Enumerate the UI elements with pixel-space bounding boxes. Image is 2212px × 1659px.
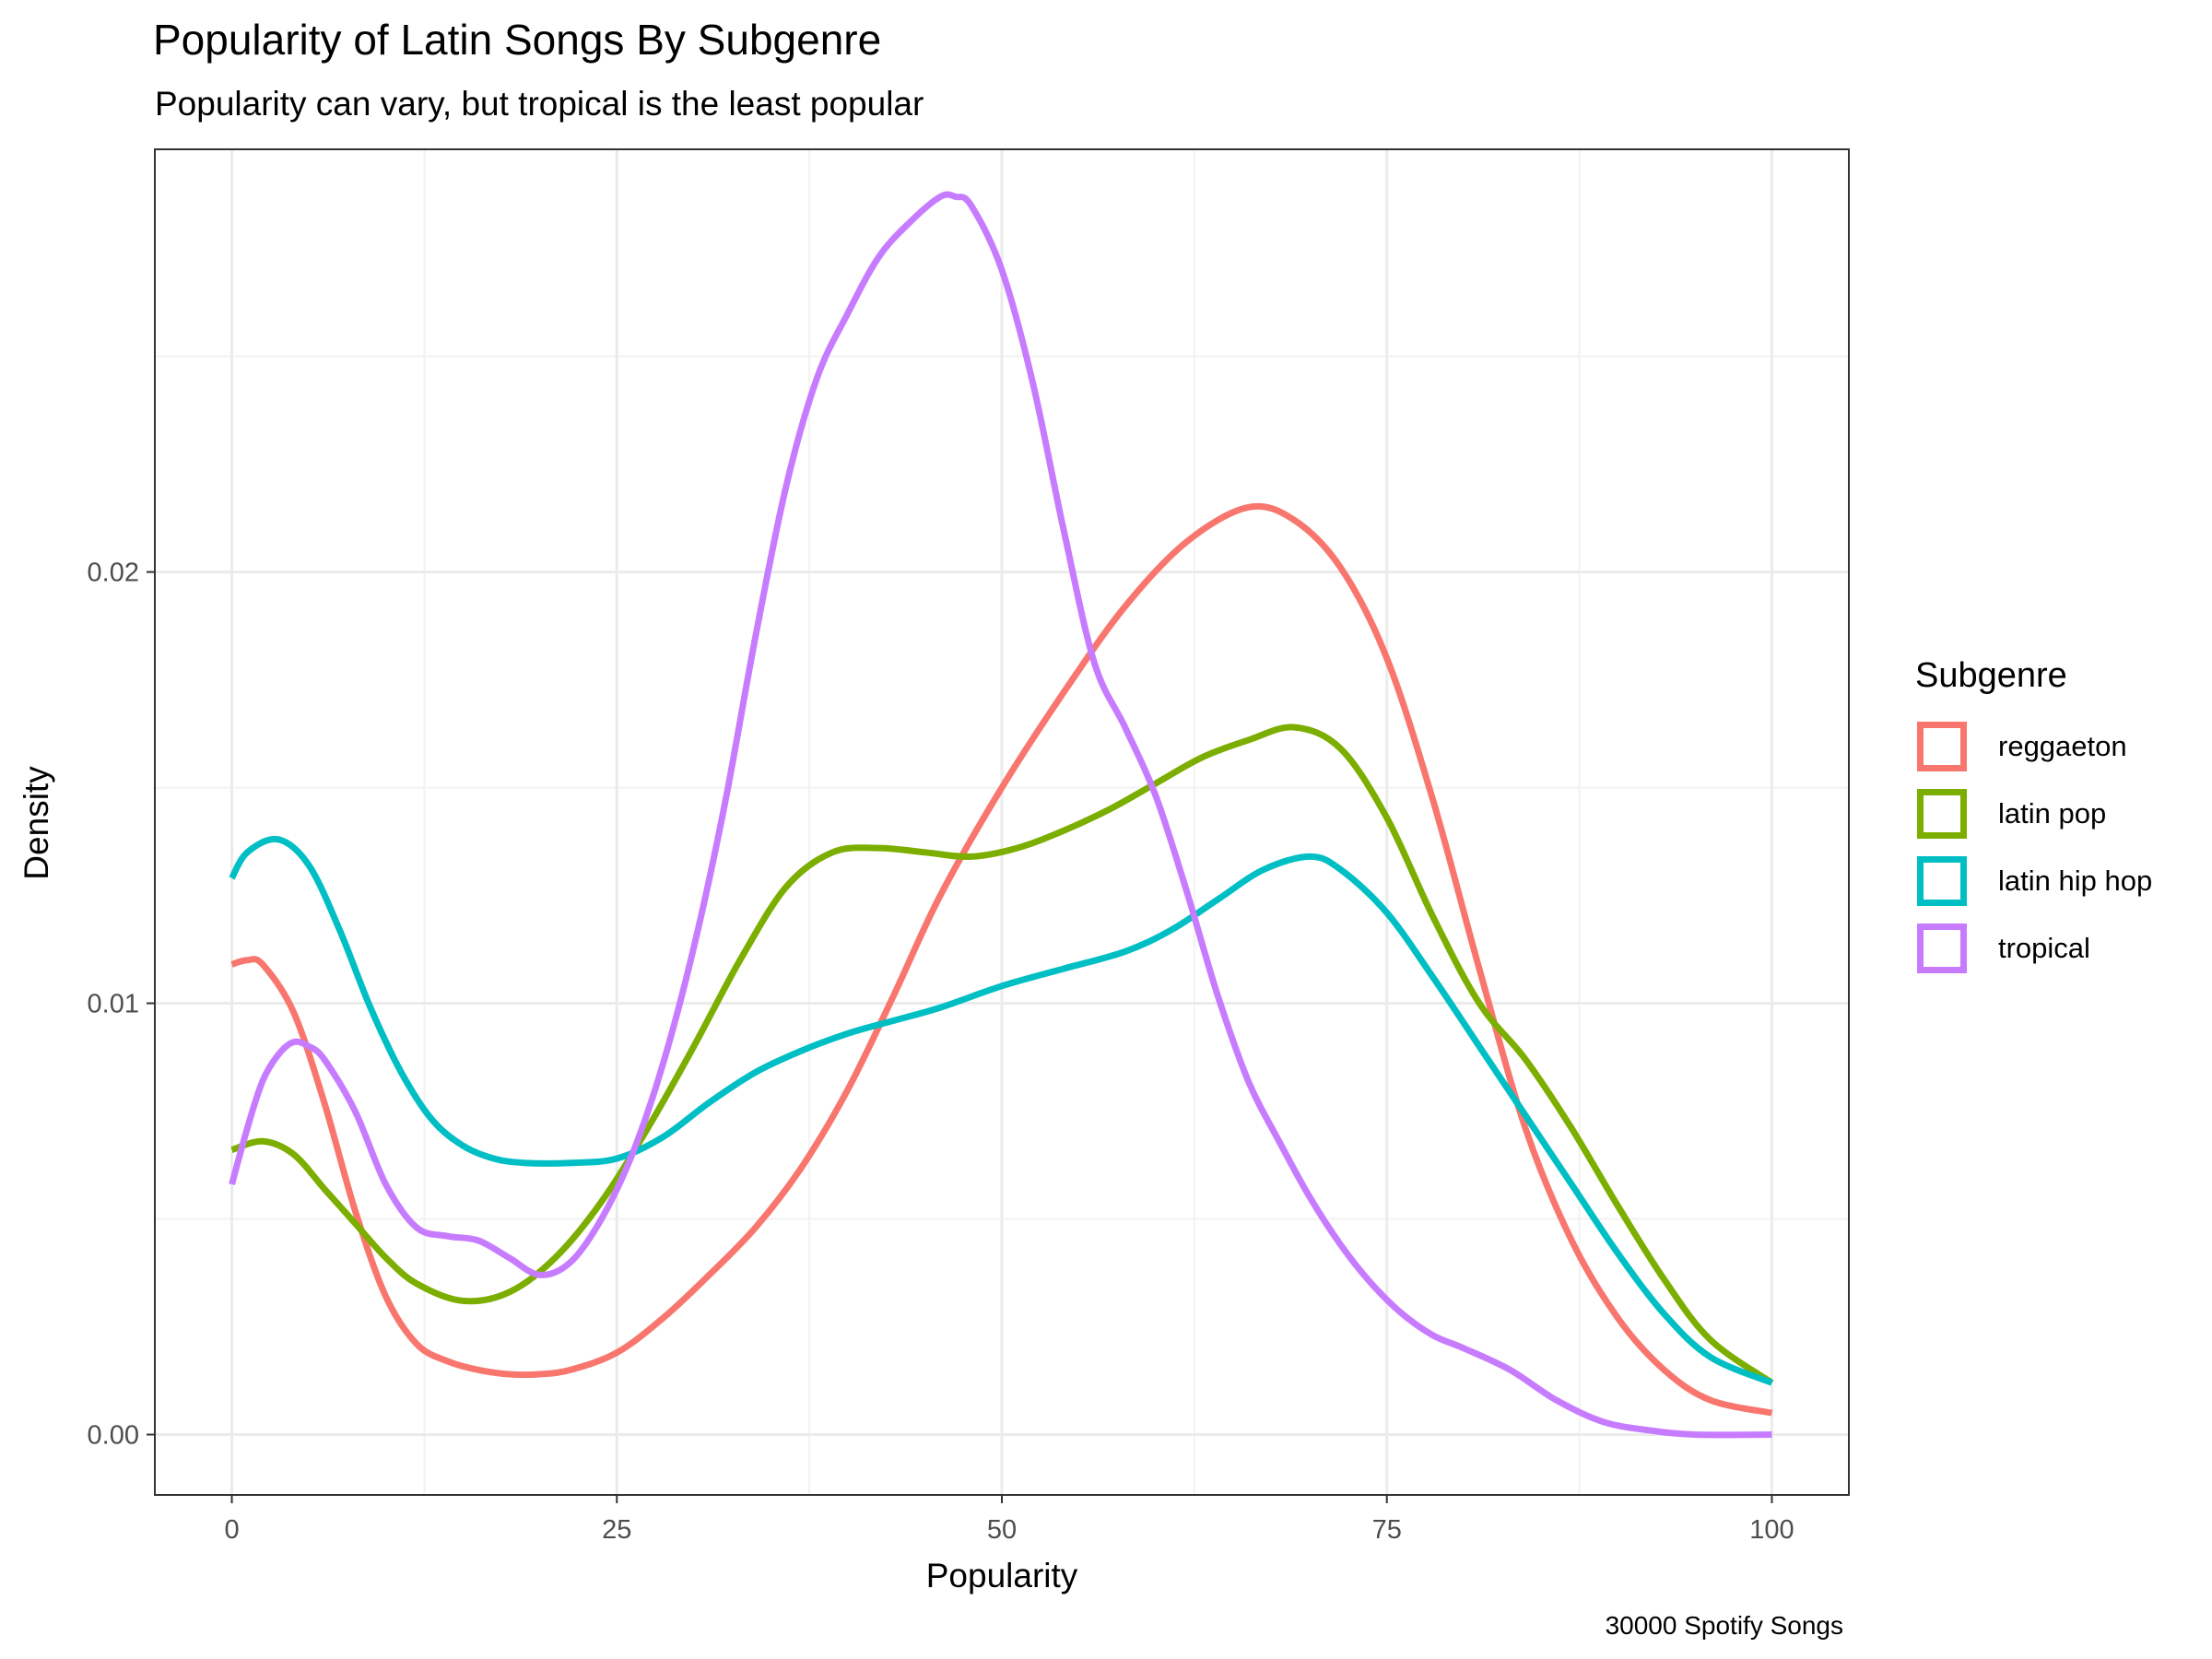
legend-item-latin-hip-hop: latin hip hop bbox=[1915, 847, 2152, 914]
legend-title: Subgenre bbox=[1915, 656, 2067, 695]
legend-key-reggaeton bbox=[1917, 721, 1967, 771]
density-curve-latin-hip-hop bbox=[229, 835, 1773, 1386]
y-tick-label: 0.02 bbox=[88, 559, 139, 588]
y-axis-ticks: 0.00 0.01 0.02 bbox=[88, 559, 155, 1450]
legend-item-latin-pop: latin pop bbox=[1915, 780, 2152, 847]
density-curve-reggaeton bbox=[230, 502, 1773, 1417]
x-tick-label: 25 bbox=[602, 1515, 631, 1545]
legend-label: tropical bbox=[1998, 931, 2090, 964]
x-tick-label: 100 bbox=[1749, 1515, 1794, 1545]
density-curve-tropical bbox=[229, 191, 1772, 1439]
x-tick-label: 75 bbox=[1372, 1515, 1402, 1545]
chart-caption: 30000 Spotify Songs bbox=[1605, 1611, 1843, 1640]
legend-key-latin-hip-hop bbox=[1917, 855, 1967, 906]
y-axis-label: Density bbox=[18, 766, 55, 880]
x-tick-label: 50 bbox=[987, 1515, 1017, 1545]
major-gridlines bbox=[155, 149, 1849, 1495]
legend-key-tropical bbox=[1917, 923, 1967, 973]
y-tick-label: 0.00 bbox=[88, 1420, 139, 1450]
density-curves bbox=[229, 191, 1774, 1439]
legend-key-latin-pop bbox=[1917, 788, 1967, 839]
legend: Subgenre reggaeton latin pop latin hip hop… bbox=[1915, 656, 2152, 982]
legend-label: latin hip hop bbox=[1998, 864, 2153, 897]
y-tick-label: 0.01 bbox=[88, 990, 139, 1019]
density-curve-latin-pop bbox=[230, 724, 1774, 1386]
legend-item-tropical: tropical bbox=[1915, 914, 2152, 982]
legend-label: reggaeton bbox=[1998, 729, 2127, 762]
chart-subtitle: Popularity can vary, but tropical is the… bbox=[155, 85, 924, 123]
x-axis-label: Popularity bbox=[926, 1557, 1078, 1594]
x-tick-label: 0 bbox=[224, 1515, 239, 1545]
legend-label: latin pop bbox=[1998, 796, 2107, 830]
legend-item-reggaeton: reggaeton bbox=[1915, 712, 2152, 780]
legend-items: reggaeton latin pop latin hip hop tropical bbox=[1915, 712, 2152, 982]
chart-title: Popularity of Latin Songs By Subgenre bbox=[153, 16, 882, 64]
x-axis-ticks: 0 25 50 75 100 bbox=[224, 1495, 1794, 1545]
